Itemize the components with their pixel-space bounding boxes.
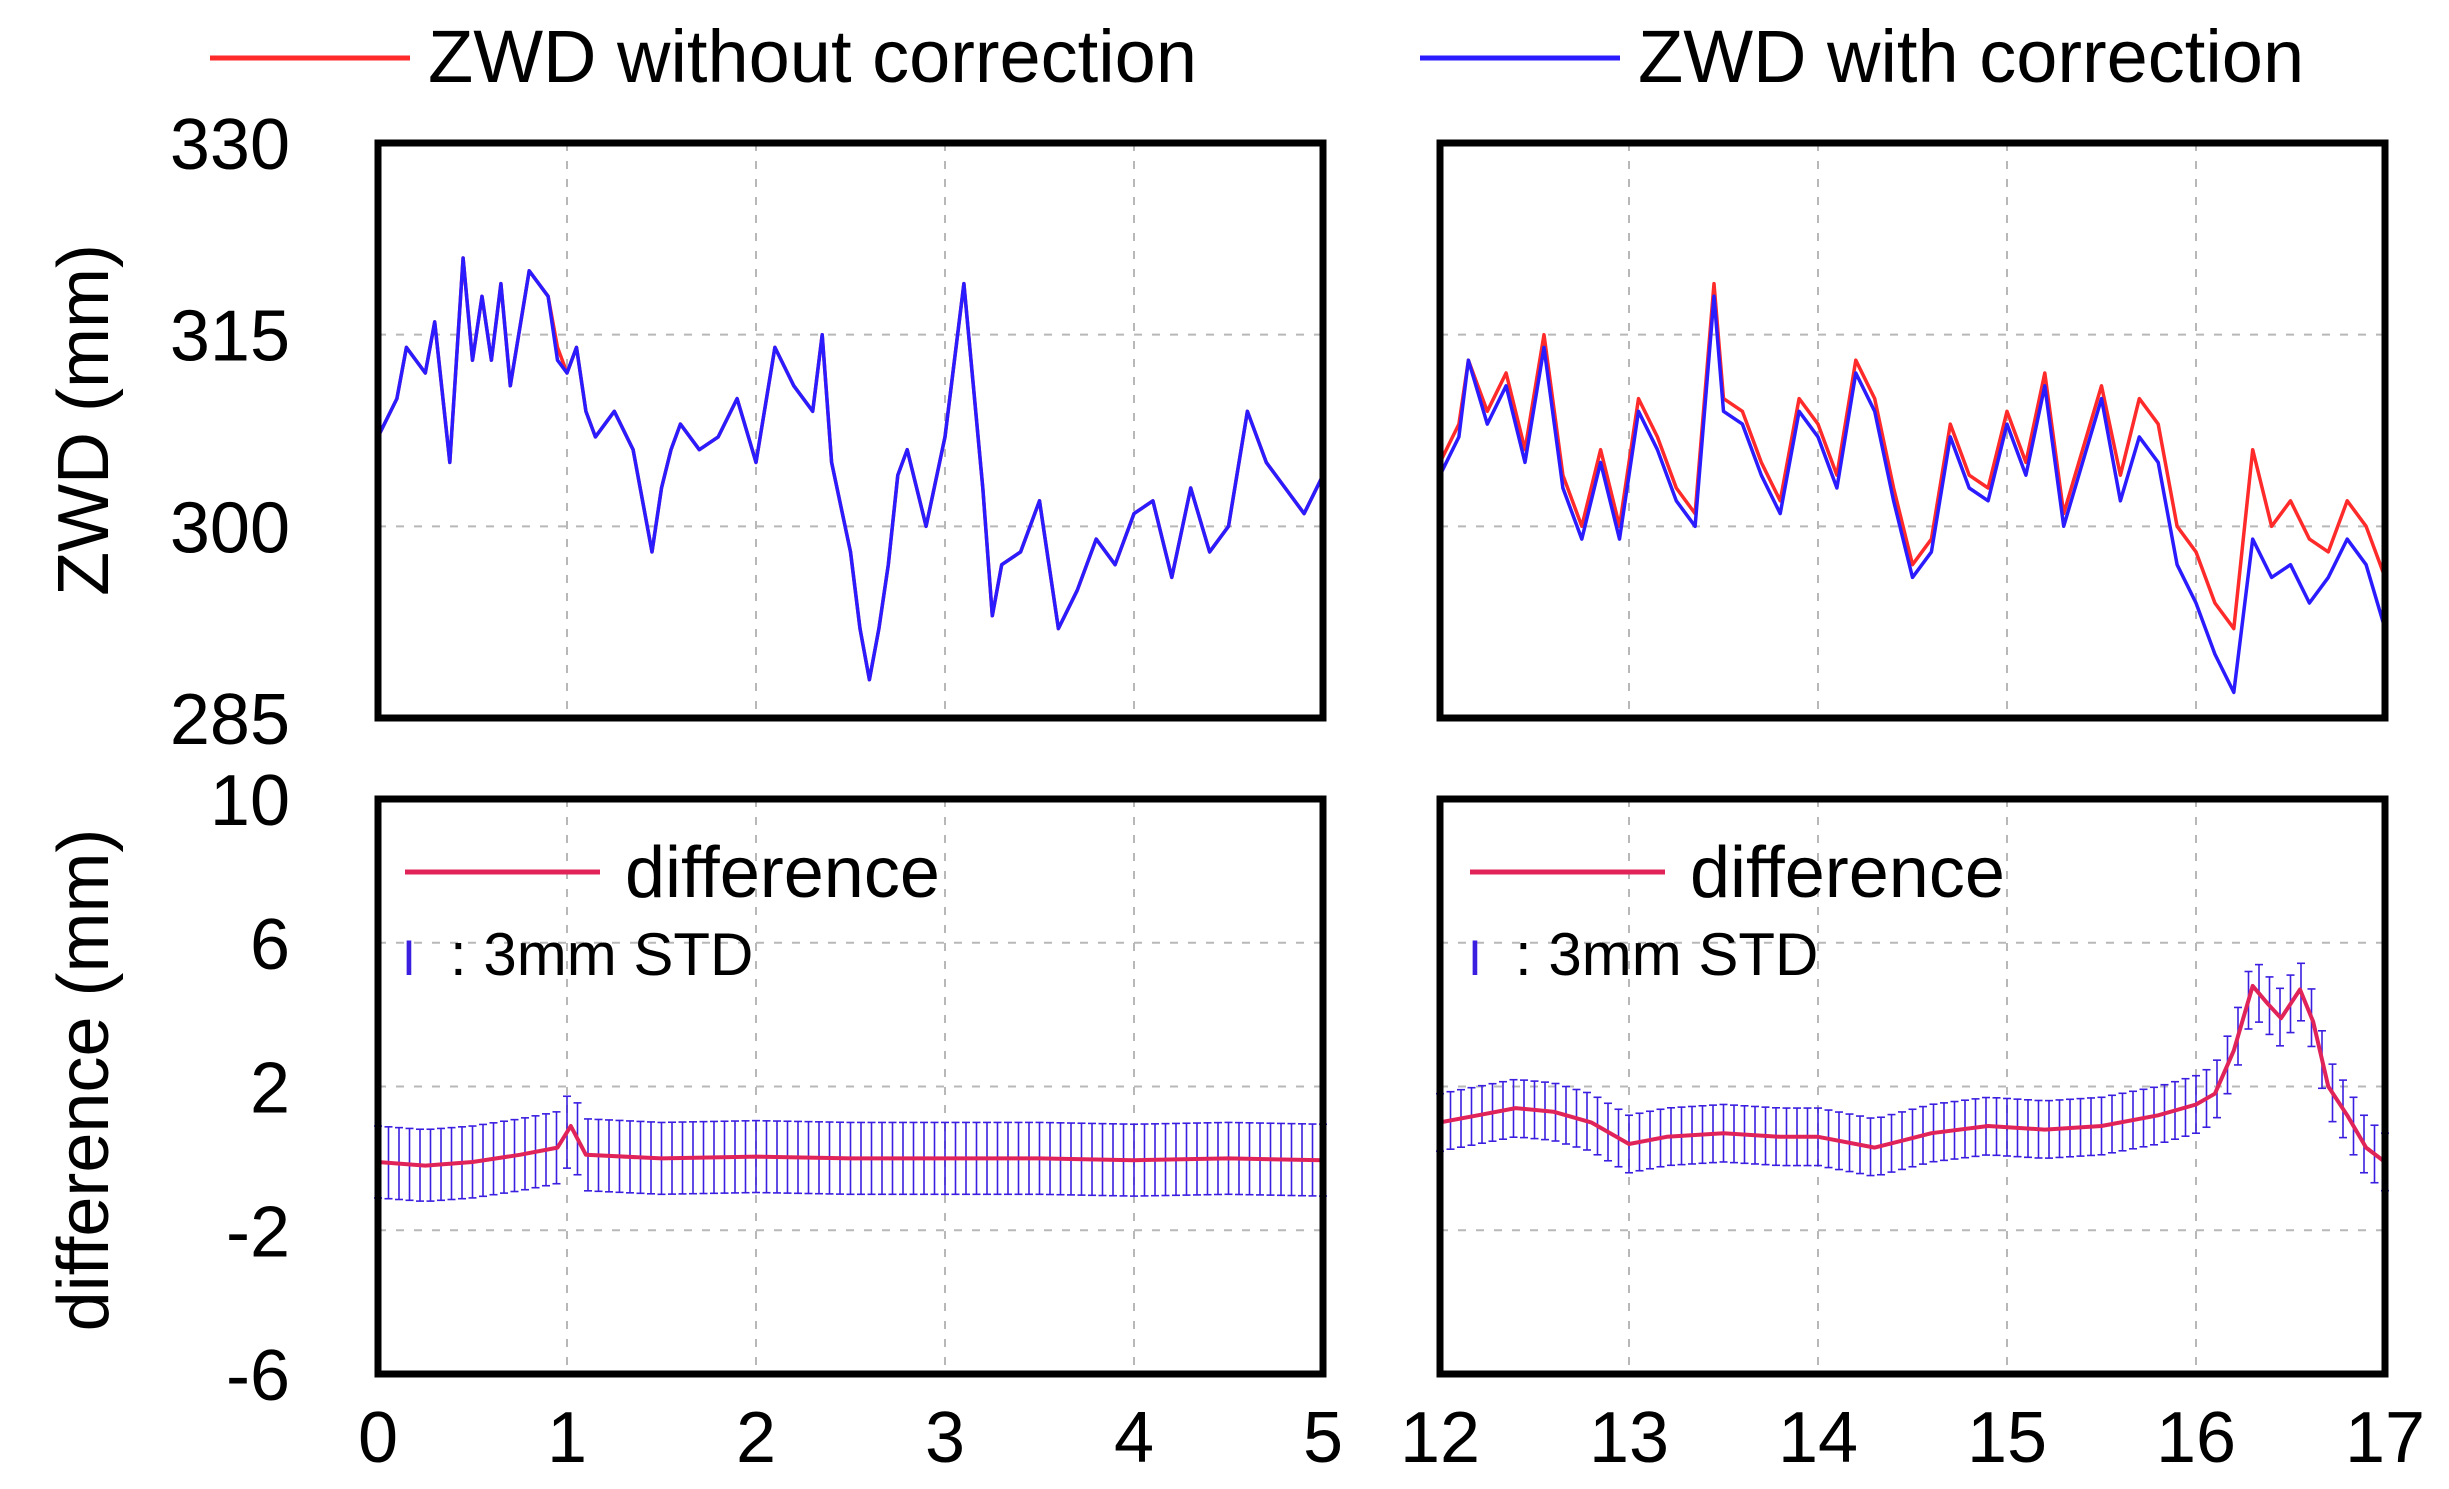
errorbars <box>1436 962 2389 1192</box>
errorbars <box>374 1095 1327 1202</box>
y-ticks-zwd: 285 300 315 330 <box>170 105 290 760</box>
std-legend-label: : 3mm STD <box>450 921 753 988</box>
legend-label-without: ZWD without correction <box>428 15 1197 98</box>
plot-frame <box>374 795 1327 1378</box>
std-legend-label: : 3mm STD <box>1515 921 1818 988</box>
panel-zwd-right <box>1436 139 2389 722</box>
y-tick-label: 330 <box>170 105 290 185</box>
plot-frame <box>1436 795 2389 1378</box>
y-tick-label: -6 <box>226 1336 290 1416</box>
panel-legend-right: difference I : 3mm STD <box>1468 833 2005 988</box>
x-tick-label: 13 <box>1589 1398 1669 1478</box>
x-tick-label: 1 <box>547 1398 587 1478</box>
y-axis-title-zwd: ZWD (mm) <box>44 244 124 596</box>
plot-frame <box>1436 139 2389 722</box>
x-tick-label: 3 <box>925 1398 965 1478</box>
x-tick-label: 15 <box>1967 1398 2047 1478</box>
y-tick-label: 6 <box>250 905 290 985</box>
x-tick-label: 14 <box>1778 1398 1858 1478</box>
x-tick-label: 2 <box>736 1398 776 1478</box>
difference-legend-label: difference <box>625 833 940 913</box>
y-axis-title-difference: difference (mm) <box>44 829 124 1332</box>
y-tick-label: 300 <box>170 488 290 568</box>
x-tick-label: 5 <box>1303 1398 1343 1478</box>
difference-legend-label: difference <box>1690 833 2005 913</box>
std-symbol: I <box>1468 930 1482 986</box>
y-tick-label: 2 <box>250 1049 290 1129</box>
std-symbol: I <box>402 930 416 986</box>
y-tick-label: -2 <box>226 1192 290 1272</box>
y-tick-label: 315 <box>170 297 290 377</box>
series-line-zwd-with-correction <box>1438 294 2387 695</box>
y-tick-label: 10 <box>210 761 290 841</box>
x-ticks-right: 12 13 14 15 16 17 <box>1400 1398 2425 1478</box>
panel-zwd-left <box>374 139 1327 722</box>
x-tick-label: 4 <box>1114 1398 1154 1478</box>
x-tick-label: 12 <box>1400 1398 1480 1478</box>
panel-difference-left <box>374 795 1327 1378</box>
panel-legend-left: difference I : 3mm STD <box>402 833 940 988</box>
x-ticks-left: 0 1 2 3 4 5 <box>358 1398 1343 1478</box>
x-tick-label: 16 <box>2156 1398 2236 1478</box>
series-line-difference <box>1439 983 2387 1164</box>
legend-label-with: ZWD with correction <box>1638 15 2304 98</box>
x-tick-label: 0 <box>358 1398 398 1478</box>
x-tick-label: 17 <box>2345 1398 2425 1478</box>
series-line-zwd-without-correction <box>1438 281 2387 631</box>
panel-difference-right <box>1436 795 2389 1378</box>
y-ticks-difference: -6 -2 2 6 10 <box>210 761 290 1416</box>
plot-frame <box>374 139 1327 722</box>
series-line-difference <box>377 1124 1324 1168</box>
y-tick-label: 285 <box>170 680 290 760</box>
legend: ZWD without correction ZWD with correcti… <box>210 15 2304 98</box>
series-line-zwd-with-correction <box>376 256 1325 682</box>
